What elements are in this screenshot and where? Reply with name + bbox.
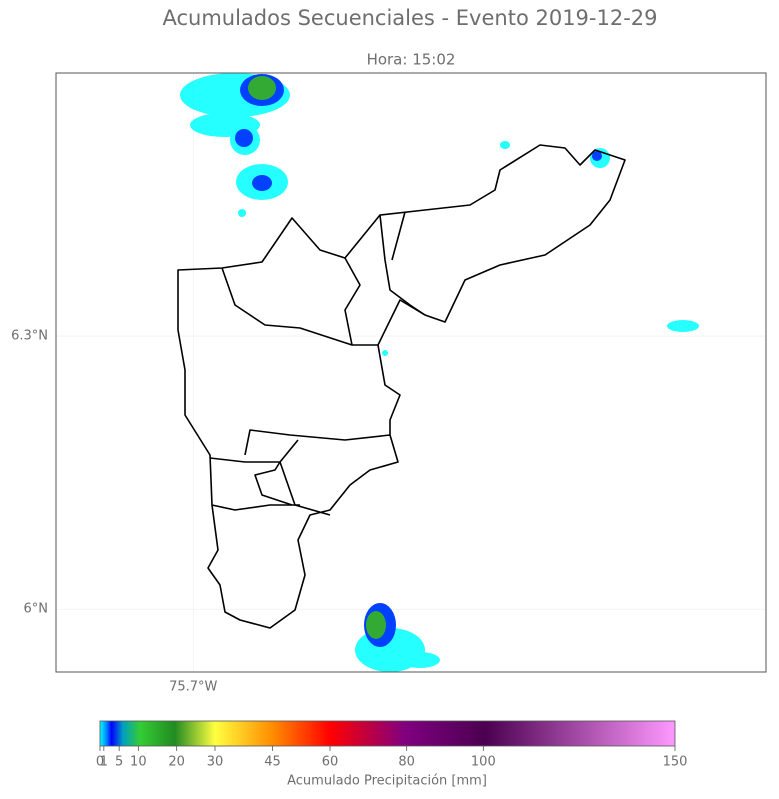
colorbar-tick-label: 100: [471, 755, 496, 770]
colorbar-tick-label: 1: [100, 755, 108, 770]
grid: [56, 73, 766, 672]
map-subtitle: Hora: 15:02: [367, 51, 456, 69]
colorbar-tick-label: 0: [96, 755, 104, 770]
colorbar-tick-label: 150: [663, 755, 688, 770]
x-tick-label: 75.7°W: [169, 680, 217, 695]
precipitation: [180, 73, 699, 672]
colorbar-tick-label: 80: [398, 755, 415, 770]
map-frame: [55, 72, 767, 673]
y-tick-label: 6°N: [24, 602, 49, 617]
y-tick-label: 6.3°N: [11, 329, 48, 344]
colorbar-tick-label: 10: [130, 755, 147, 770]
colorbar-tick-label: 20: [168, 755, 185, 770]
colorbar-label: Acumulado Precipitación [mm]: [287, 774, 487, 789]
colorbar: [99, 720, 676, 747]
colorbar-tick-label: 5: [115, 755, 123, 770]
municipal-boundaries: [177, 144, 626, 629]
figure-title: Acumulados Secuenciales - Evento 2019-12…: [162, 6, 657, 30]
colorbar-tick-label: 60: [322, 755, 339, 770]
colorbar-tick-label: 45: [264, 755, 281, 770]
colorbar-tick-label: 30: [207, 755, 224, 770]
